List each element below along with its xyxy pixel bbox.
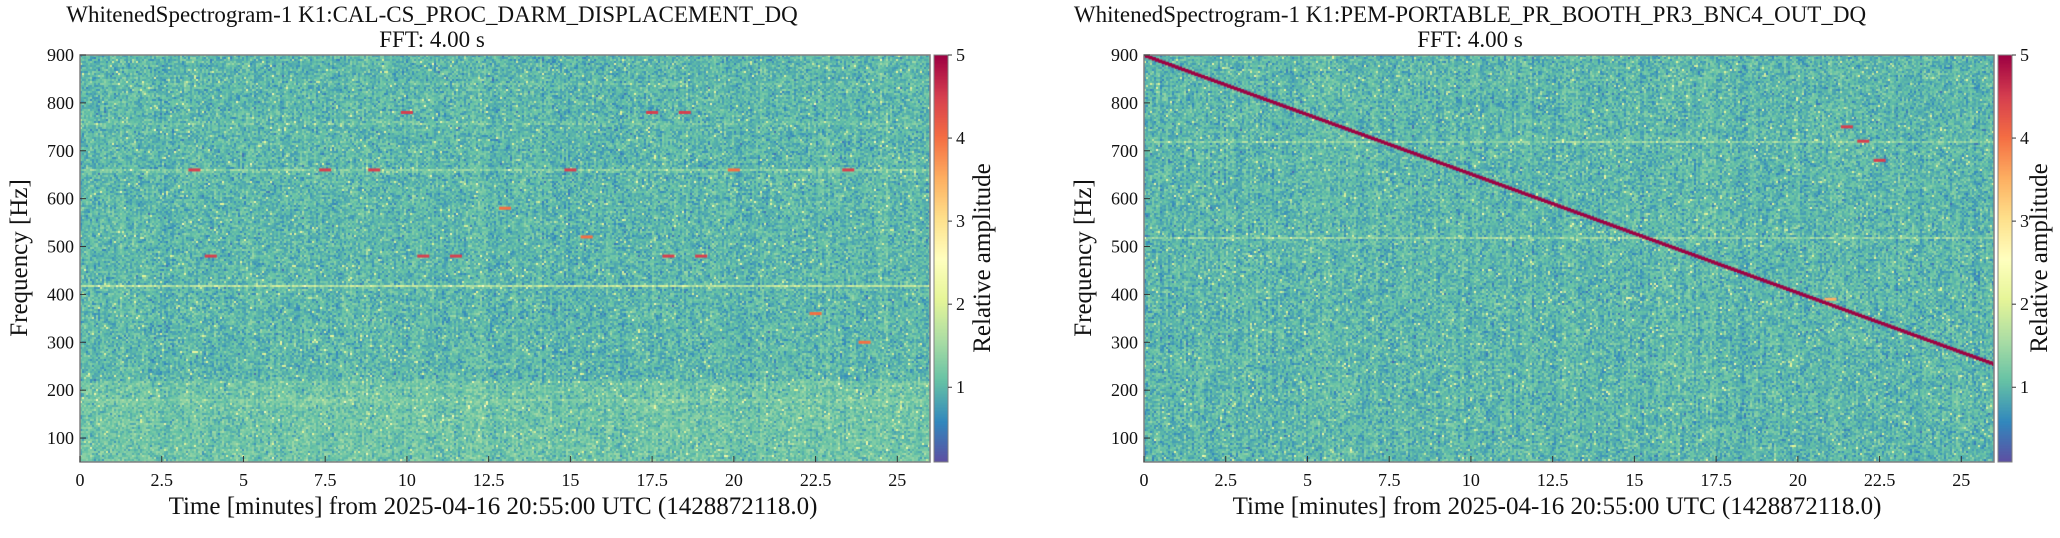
y-tick-label: 600 [47,189,74,209]
x-tick-label: 2.5 [1214,470,1237,490]
y-tick-label: 500 [1111,237,1138,257]
colorbar-tick-label: 4 [2020,128,2029,148]
colorbar-ticks-2: 1 2 3 4 5 [2012,45,2029,397]
colorbar-tick-label: 2 [2020,294,2029,314]
colorbar-1 [934,55,948,462]
y-axis-label-2: Frequency [Hz] [1070,179,1097,337]
y-axis-label-1: Frequency [Hz] [6,179,33,337]
y-tick-label: 900 [1111,45,1138,65]
y-tick-label: 800 [1111,93,1138,113]
x-tick-label: 17.5 [636,470,668,490]
x-tick-label: 20 [725,470,743,490]
x-tick-label: 20 [1789,470,1807,490]
y-tick-label: 500 [47,237,74,257]
colorbar-tick-label: 2 [956,294,965,314]
chart-title-1: WhitenedSpectrogram-1 K1:CAL-CS_PROC_DAR… [66,2,798,27]
y-tick-label: 400 [47,284,74,304]
axis-ticks-1: 0 2.5 5 7.5 10 12.5 15 17.5 20 22.5 25 100 200 300 400… [47,45,906,490]
chart-subtitle-1: FFT: 4.00 s [379,27,485,52]
colorbar-tick-label: 3 [956,211,965,231]
colorbar-tick-label: 5 [956,45,965,65]
y-tick-label: 700 [47,141,74,161]
colorbar-frame-1 [933,54,949,463]
spectrogram-panel-1: WhitenedSpectrogram-1 K1:CAL-CS_PROC_DAR… [6,2,996,520]
x-tick-label: 15 [1625,470,1643,490]
heatmap-canvas-1 [80,55,930,462]
x-tick-label: 12.5 [1537,470,1569,490]
x-tick-label: 7.5 [314,470,337,490]
heatmap-canvas-2 [1144,55,1994,462]
colorbar-tick-label: 3 [2020,211,2029,231]
x-tick-label: 22.5 [800,470,832,490]
x-tick-label: 2.5 [150,470,173,490]
y-tick-label: 900 [47,45,74,65]
x-tick-label: 12.5 [473,470,505,490]
x-tick-label: 25 [1952,470,1970,490]
x-tick-label: 17.5 [1700,470,1732,490]
colorbar-label-1: Relative amplitude [969,163,996,353]
y-tick-label: 700 [1111,141,1138,161]
colorbar-label-2: Relative amplitude [2026,163,2053,353]
heatmap-area-2 [1144,55,1994,462]
x-tick-label: 22.5 [1864,470,1896,490]
y-tick-label: 100 [47,428,74,448]
x-tick-label: 10 [398,470,416,490]
colorbar-tick-label: 5 [2020,45,2029,65]
x-tick-label: 10 [1462,470,1480,490]
y-tick-label: 100 [1111,428,1138,448]
axis-ticks-2: 0 2.5 5 7.5 10 12.5 15 17.5 20 22.5 25 100 200 300 400… [1111,45,1970,490]
chart-title-2: WhitenedSpectrogram-1 K1:PEM-PORTABLE_PR… [1074,2,1867,27]
x-tick-label: 5 [1303,470,1312,490]
chart-subtitle-2: FFT: 4.00 s [1417,27,1523,52]
x-tick-label: 0 [1140,470,1149,490]
colorbar-frame-2 [1997,54,2013,463]
plot-frame-1 [79,54,931,463]
plot-frame-2 [1143,54,1995,463]
x-tick-label: 15 [561,470,579,490]
y-tick-label: 400 [1111,284,1138,304]
heatmap-area-1 [80,55,930,462]
colorbar-canvas-1 [934,55,948,462]
spectrogram-panel-2: WhitenedSpectrogram-1 K1:PEM-PORTABLE_PR… [1070,2,2053,520]
colorbar-2 [1998,55,2012,462]
y-tick-label: 600 [1111,189,1138,209]
x-axis-label-2: Time [minutes] from 2025-04-16 20:55:00 … [1233,493,1882,520]
x-tick-label: 7.5 [1378,470,1401,490]
colorbar-tick-label: 1 [2020,377,2029,397]
x-axis-label-1: Time [minutes] from 2025-04-16 20:55:00 … [169,493,818,520]
colorbar-ticks-1: 1 2 3 4 5 [948,45,965,397]
y-tick-label: 200 [1111,380,1138,400]
y-tick-label: 200 [47,380,74,400]
y-tick-label: 800 [47,93,74,113]
colorbar-canvas-2 [1998,55,2012,462]
x-tick-label: 5 [239,470,248,490]
y-tick-label: 300 [1111,332,1138,352]
x-tick-label: 0 [76,470,85,490]
x-tick-label: 25 [888,470,906,490]
y-tick-label: 300 [47,332,74,352]
colorbar-tick-label: 1 [956,377,965,397]
colorbar-tick-label: 4 [956,128,965,148]
